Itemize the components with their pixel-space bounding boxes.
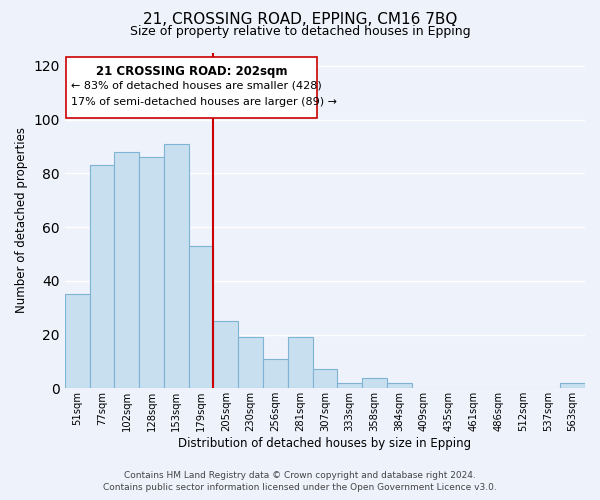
Bar: [214, 321, 238, 388]
Text: 21 CROSSING ROAD: 202sqm: 21 CROSSING ROAD: 202sqm: [96, 64, 287, 78]
Bar: [288, 338, 313, 388]
Bar: [560, 383, 585, 388]
Bar: [238, 338, 263, 388]
Bar: [139, 158, 164, 388]
Bar: [188, 246, 214, 388]
Text: ← 83% of detached houses are smaller (428): ← 83% of detached houses are smaller (42…: [71, 80, 322, 90]
X-axis label: Distribution of detached houses by size in Epping: Distribution of detached houses by size …: [178, 437, 472, 450]
Bar: [362, 378, 387, 388]
Text: 17% of semi-detached houses are larger (89) →: 17% of semi-detached houses are larger (…: [71, 97, 337, 107]
Bar: [263, 358, 288, 388]
Bar: [337, 383, 362, 388]
Y-axis label: Number of detached properties: Number of detached properties: [15, 128, 28, 314]
Text: Size of property relative to detached houses in Epping: Size of property relative to detached ho…: [130, 25, 470, 38]
Text: Contains HM Land Registry data © Crown copyright and database right 2024.
Contai: Contains HM Land Registry data © Crown c…: [103, 471, 497, 492]
Bar: [313, 370, 337, 388]
Text: 21, CROSSING ROAD, EPPING, CM16 7BQ: 21, CROSSING ROAD, EPPING, CM16 7BQ: [143, 12, 457, 28]
Bar: [387, 383, 412, 388]
Bar: [115, 152, 139, 388]
Bar: [65, 294, 89, 388]
Bar: [164, 144, 188, 388]
Polygon shape: [66, 56, 317, 118]
Bar: [89, 166, 115, 388]
